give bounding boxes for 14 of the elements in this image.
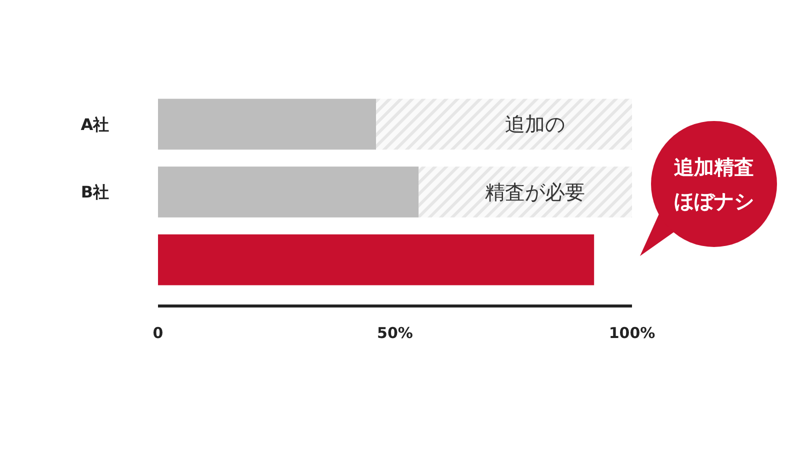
bar (418, 166, 632, 218)
bar (158, 166, 419, 218)
text: 追加精査 (673, 155, 754, 179)
annotation: 追加の (504, 112, 565, 136)
x-tick-label: 0 (152, 324, 164, 342)
bar (376, 98, 632, 150)
x-tick-label: 50% (377, 324, 413, 342)
bar (158, 98, 376, 150)
x-tick-label: 100% (608, 324, 656, 342)
y-tick-label: A社 (80, 114, 110, 134)
bar (158, 234, 594, 286)
y-tick-label: B社 (80, 182, 110, 202)
annotation: 精査が必要 (484, 180, 585, 204)
text: ほぼナシ (674, 189, 754, 213)
